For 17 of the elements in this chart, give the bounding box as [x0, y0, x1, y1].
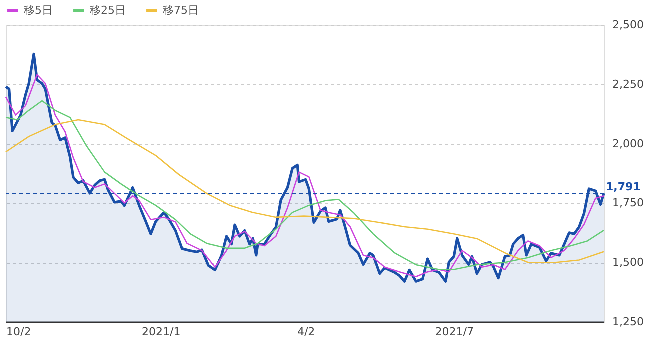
line-series: [5, 100, 605, 270]
x-tick-label: 2021/1: [142, 326, 181, 338]
y-tick-label: 2,250: [612, 78, 644, 91]
x-tick-label: 4/2: [297, 326, 316, 338]
legend-label: 移5日: [24, 4, 53, 17]
y-tick-label: 2,500: [612, 18, 644, 32]
legend-label: 移25日: [90, 4, 126, 17]
line-series: [5, 74, 605, 278]
x-tick-label: 2021/7: [435, 326, 474, 338]
legend-label: 移75日: [163, 4, 199, 17]
y-tick-label: 1,750: [612, 196, 644, 210]
ref-line-label: 1,791: [606, 180, 641, 194]
y-tick-label: 1,500: [612, 256, 644, 270]
y-tick-label: 1,250: [612, 316, 644, 328]
y-tick-label: 2,000: [612, 137, 644, 150]
line-series: [5, 119, 605, 264]
x-tick-label: 10/2: [6, 326, 32, 338]
